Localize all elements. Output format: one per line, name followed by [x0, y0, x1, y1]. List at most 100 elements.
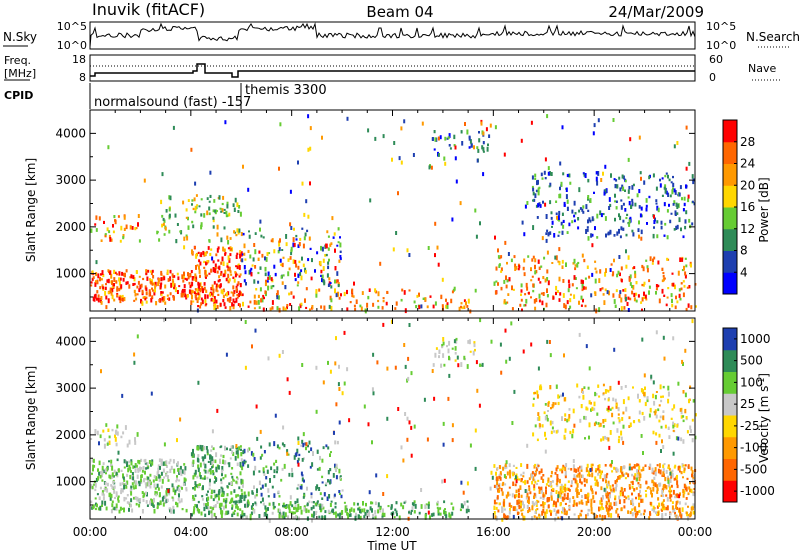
scatter-cell: [466, 305, 469, 308]
scatter-cell: [181, 508, 184, 511]
scatter-cell: [222, 459, 225, 464]
scatter-cell: [560, 221, 563, 226]
scatter-cell: [505, 275, 507, 281]
scatter-cell: [638, 410, 641, 415]
scatter-cell: [556, 290, 559, 293]
scatter-cell: [645, 480, 648, 485]
scatter-cell: [581, 253, 584, 258]
scatter-cell: [528, 507, 531, 510]
scatter-cell: [652, 233, 655, 239]
date-label: 24/Mar/2009: [608, 3, 704, 21]
scatter-cell: [667, 192, 670, 197]
scatter-cell: [542, 292, 545, 296]
scatter-cell: [642, 266, 645, 272]
scatter-cell: [208, 469, 211, 472]
scatter-cell: [146, 276, 149, 281]
scatter-cell: [173, 284, 176, 290]
scatter-cell: [176, 223, 179, 226]
scatter-cell: [532, 225, 535, 230]
scatter-cell: [296, 507, 298, 511]
scatter-cell: [537, 179, 539, 185]
scatter-cell: [494, 235, 496, 240]
scatter-cell: [171, 483, 174, 488]
scatter-cell: [235, 504, 238, 507]
scatter-cell: [538, 266, 541, 270]
scatter-cell: [692, 399, 695, 403]
scatter-cell: [107, 298, 110, 304]
scatter-cell: [117, 499, 120, 503]
scatter-cell: [691, 470, 694, 475]
scatter-cell: [224, 460, 227, 465]
scatter-cell: [631, 512, 634, 517]
scatter-cell: [673, 200, 676, 204]
scatter-cell: [376, 360, 379, 365]
scatter-cell: [176, 502, 179, 508]
scatter-cell: [583, 173, 586, 177]
scatter-cell: [138, 481, 141, 487]
scatter-cell: [292, 295, 295, 299]
scatter-cell: [634, 270, 637, 275]
scatter-cell: [549, 200, 552, 205]
scatter-cell: [154, 487, 157, 490]
scatter-cell: [437, 508, 440, 514]
scatter-cell: [602, 436, 605, 441]
scatter-cell: [148, 479, 151, 482]
scatter-cell: [462, 504, 464, 509]
scatter-cell: [259, 287, 262, 292]
scatter-cell: [606, 290, 609, 295]
scatter-cell: [576, 474, 579, 478]
scatter-cell: [500, 487, 503, 492]
scatter-cell: [432, 304, 435, 309]
scatter-cell: [237, 453, 240, 459]
scatter-cell: [374, 501, 377, 506]
scatter-cell: [172, 280, 175, 285]
scatter-cell: [507, 491, 510, 497]
scatter-cell: [215, 283, 218, 288]
scatter-cell: [545, 486, 547, 490]
scatter-cell: [560, 489, 563, 493]
scatter-cell: [338, 468, 341, 474]
scatter-cell: [614, 217, 616, 222]
scatter-cell: [634, 473, 637, 477]
scatter-cell: [663, 202, 666, 207]
scatter-cell: [120, 490, 123, 495]
scatter-cell: [218, 497, 220, 501]
scatter-cell: [250, 505, 253, 510]
scatter-cell: [367, 295, 370, 300]
scatter-cell: [614, 304, 617, 308]
scatter-cell: [206, 449, 209, 454]
x-tick-label: 04:00: [174, 525, 209, 539]
scatter-cell: [143, 478, 145, 483]
scatter-cell: [510, 505, 513, 508]
scatter-cell: [604, 435, 606, 440]
scatter-cell: [329, 243, 332, 247]
scatter-cell: [590, 293, 593, 298]
scatter-cell: [542, 503, 545, 509]
scatter-cell: [448, 373, 451, 378]
scatter-cell: [689, 385, 692, 389]
scatter-cell: [662, 494, 665, 498]
scatter-cell: [277, 295, 280, 300]
scatter-cell: [531, 471, 534, 475]
scatter-cell: [478, 138, 481, 143]
scatter-cell: [546, 288, 548, 293]
scatter-cell: [631, 229, 634, 233]
scatter-cell: [220, 289, 223, 294]
scatter-cell: [506, 279, 509, 283]
scatter-cell: [614, 184, 617, 189]
scatter-cell: [117, 450, 120, 455]
scatter-cell: [130, 498, 133, 503]
scatter-cell: [281, 262, 284, 268]
scatter-cell: [503, 498, 506, 503]
scatter-cell: [494, 515, 497, 519]
scatter-cell: [413, 500, 416, 504]
scatter-cell: [321, 458, 324, 463]
scatter-cell: [458, 306, 461, 311]
scatter-cell: [258, 306, 261, 309]
scatter-cell: [660, 399, 663, 403]
scatter-cell: [580, 481, 583, 484]
scatter-cell: [254, 501, 257, 505]
colorbar-tick-label: -100: [740, 441, 767, 455]
scatter-cell: [276, 466, 279, 471]
scatter-cell: [469, 139, 472, 144]
